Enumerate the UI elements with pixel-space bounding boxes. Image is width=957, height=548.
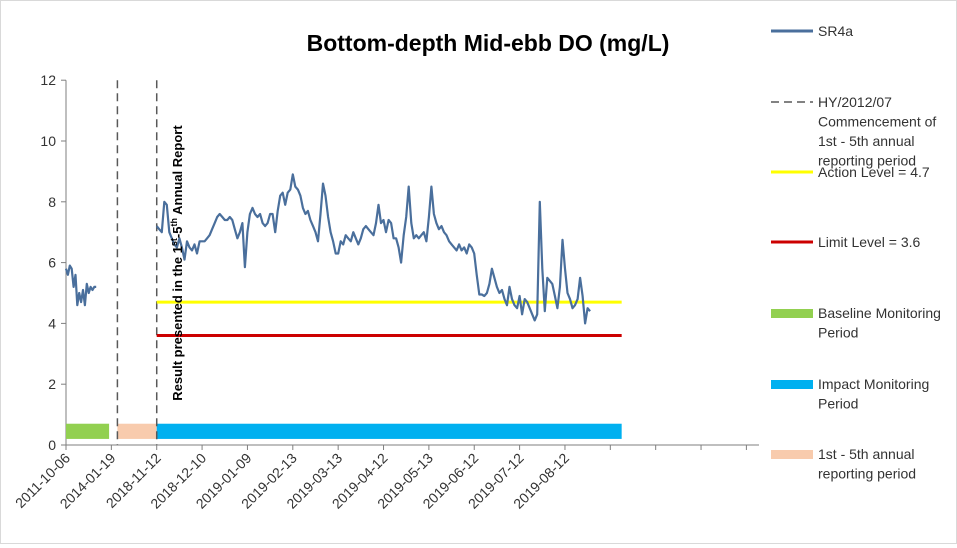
y-tick-label: 12 [40,72,56,88]
annotation-superscript: st [169,238,179,246]
annotation-part: Result presented in the 1 [170,246,185,401]
chart-title: Bottom-depth Mid-ebb DO (mg/L) [307,30,670,56]
legend-label: 1st - 5th annual [818,133,915,149]
legend-label: SR4a [818,23,853,39]
y-tick-label: 6 [48,255,56,271]
legend-swatch [771,450,813,459]
legend-label: 1st - 5th annual [818,446,915,462]
legend-swatch [771,309,813,318]
legend-label: Period [818,325,858,341]
legend-swatch [771,380,813,389]
annotation-superscript: th [169,218,179,227]
period-bar [117,423,157,439]
series-line [155,173,591,325]
annotation-part: -5 [170,227,185,239]
legend-label: Action Level = 4.7 [818,164,930,180]
y-tick-label: 8 [48,194,56,210]
legend-label: Impact Monitoring [818,376,929,392]
y-tick-label: 10 [40,133,56,149]
legend-label: Limit Level = 3.6 [818,234,921,250]
period-bar [156,423,622,439]
legend: SR4a HY/2012/07 Commencement of 1st - 5th a… [771,23,941,482]
legend-label: HY/2012/07 [818,94,892,110]
y-tick-label: 2 [48,376,56,392]
legend-label: reporting period [818,466,916,482]
y-tick-label: 4 [48,315,56,331]
period-bar [66,423,110,439]
series-line [64,264,97,307]
annotation-text: Result presented in the 1st-5th Annual R… [169,125,185,401]
legend-label: Commencement of [818,114,936,130]
legend-label: reporting period [818,153,916,169]
legend-label: Baseline Monitoring [818,305,941,321]
y-tick-label: 0 [48,437,56,453]
annotation-part: Annual Report [170,125,185,218]
legend-label: Period [818,396,858,412]
plot-area: 0246810122011-10-062014-01-192018-11-122… [12,72,759,512]
